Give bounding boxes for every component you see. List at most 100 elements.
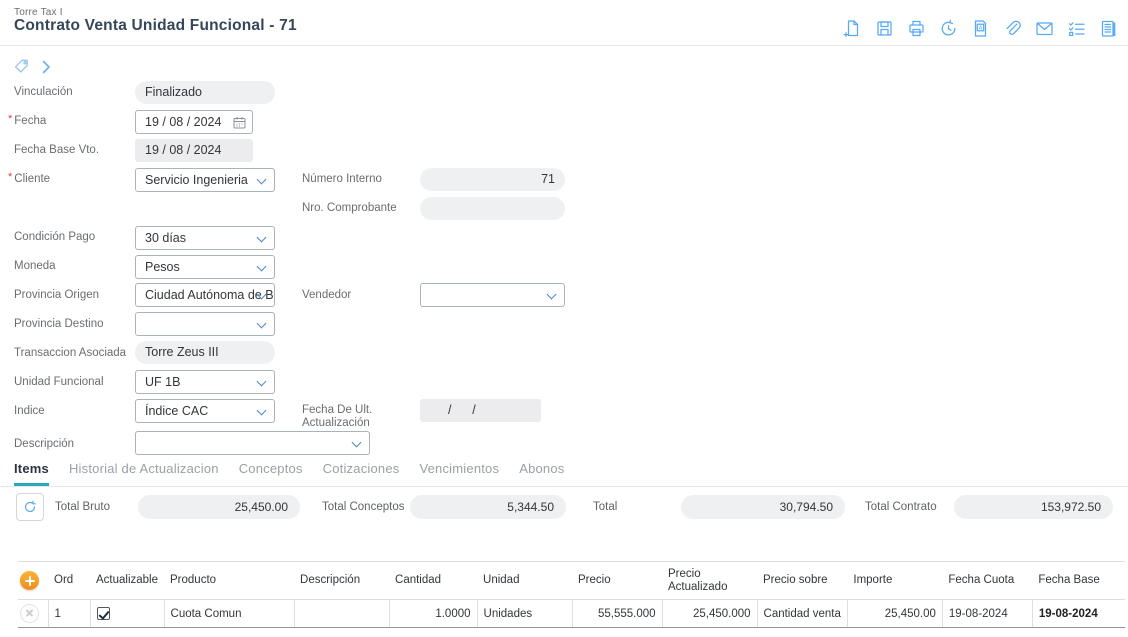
total-conceptos-value: 5,344.50 [410, 495, 566, 519]
unidad-funcional-value: UF 1B [145, 375, 181, 389]
items-table: Ord Actualizable Producto Descripción Ca… [18, 561, 1126, 628]
chevron-down-icon [256, 261, 267, 272]
col-header-fecha-base: Fecha Base [1032, 561, 1126, 600]
svg-text:A: A [979, 25, 983, 31]
page-title: Contrato Venta Unidad Funcional - 71 [14, 17, 297, 34]
col-header-producto: Producto [164, 561, 295, 600]
fecha-base-vto-value: 19 / 08 / 2024 [135, 139, 253, 162]
tab-cotizaciones[interactable]: Cotizaciones [322, 461, 400, 476]
fecha-ult-actualizacion-value: / / [420, 399, 541, 422]
field-label-unidad-funcional: Unidad Funcional [14, 376, 104, 388]
email-icon[interactable] [1035, 19, 1054, 38]
numero-interno-value: 71 [420, 168, 565, 191]
field-label-condicion-pago: Condición Pago [14, 231, 96, 243]
header-toolbar: A [843, 19, 1128, 38]
journal-icon[interactable] [1099, 19, 1118, 38]
col-header-importe: Importe [847, 561, 943, 600]
field-label-vendedor: Vendedor [302, 289, 352, 301]
total-bruto-label: Total Bruto [55, 501, 110, 513]
unidad-funcional-select[interactable]: UF 1B [135, 370, 275, 394]
total-conceptos-label: Total Conceptos [322, 501, 405, 513]
print-icon[interactable] [907, 19, 926, 38]
actualizable-checkbox-checked[interactable] [96, 607, 110, 620]
field-label-fecha: * Fecha [8, 113, 47, 128]
vinculacion-value: Finalizado [135, 81, 275, 104]
provincia-origen-value: Ciudad Autónoma de Bu [145, 288, 275, 302]
field-label-cliente-text: Cliente [14, 173, 51, 185]
chevron-down-icon [256, 232, 267, 243]
col-header-actualizable: Actualizable [90, 561, 165, 600]
checklist-icon[interactable] [1067, 19, 1086, 38]
tag-icon[interactable] [14, 59, 32, 74]
condicion-pago-value: 30 días [145, 231, 187, 245]
chevron-down-icon [256, 318, 267, 329]
cell-fecha-base: 19-08-2024 [1031, 599, 1126, 628]
field-label-fecha-base-vto: Fecha Base Vto. [14, 144, 100, 156]
cell-unidad: Unidades [476, 599, 573, 628]
cliente-select[interactable]: Servicio Ingenieria [135, 168, 275, 192]
total-label: Total [593, 501, 618, 513]
calendar-icon[interactable] [233, 116, 246, 129]
history-icon[interactable] [939, 19, 958, 38]
field-label-vinculacion: Vinculación [14, 86, 73, 98]
field-label-descripcion: Descripción [14, 438, 75, 450]
field-label-indice: Indice [14, 405, 45, 417]
app-subtitle: Torre Tax I [14, 7, 63, 18]
delete-row-button[interactable] [20, 604, 39, 623]
items-table-header-row: Ord Actualizable Producto Descripción Ca… [18, 561, 1126, 600]
total-contrato-label: Total Contrato [865, 501, 937, 513]
add-row-button[interactable] [20, 571, 39, 590]
indice-value: Índice CAC [145, 404, 209, 418]
tab-vencimientos[interactable]: Vencimientos [419, 461, 500, 476]
chevron-down-icon [351, 437, 362, 448]
save-icon[interactable] [875, 19, 894, 38]
descripcion-select[interactable] [135, 431, 370, 455]
new-document-icon[interactable] [843, 19, 862, 38]
cell-importe: 25,450.00 [846, 599, 943, 628]
col-header-unidad: Unidad [477, 561, 573, 600]
field-label-fecha-text: Fecha [14, 115, 47, 127]
cliente-value: Servicio Ingenieria [145, 173, 248, 187]
nro-comprobante-value [420, 197, 565, 220]
field-label-moneda: Moneda [14, 260, 56, 272]
report-icon[interactable]: A [971, 19, 990, 38]
tabs-divider [0, 486, 1128, 487]
col-header-cantidad: Cantidad [389, 561, 478, 600]
tab-conceptos[interactable]: Conceptos [238, 461, 303, 476]
cell-precio: 55,555.000 [571, 599, 663, 628]
field-label-provincia-origen: Provincia Origen [14, 289, 100, 301]
indice-select[interactable]: Índice CAC [135, 399, 275, 423]
expand-chevron-icon[interactable] [42, 60, 51, 74]
col-header-precio: Precio [572, 561, 663, 600]
cell-precio-actualizado: 25,450.000 [661, 599, 758, 628]
col-header-fecha-cuota: Fecha Cuota [942, 561, 1033, 600]
moneda-select[interactable]: Pesos [135, 255, 275, 279]
cell-producto: Cuota Comun [163, 599, 295, 628]
chevron-down-icon [256, 405, 267, 416]
vendedor-select[interactable] [420, 283, 565, 307]
field-label-fecha-ult-actualizacion: Fecha De Ult. Actualización [302, 404, 373, 429]
col-header-ord: Ord [48, 561, 90, 600]
attachment-icon[interactable] [1003, 19, 1022, 38]
field-label-cliente: * Cliente [8, 171, 51, 186]
provincia-origen-select[interactable]: Ciudad Autónoma de Bu [135, 283, 275, 307]
required-marker: * [8, 171, 13, 183]
condicion-pago-select[interactable]: 30 días [135, 226, 275, 250]
provincia-destino-select[interactable] [135, 312, 275, 336]
header-divider [0, 45, 1128, 46]
col-header-precio-sobre: Precio sobre [757, 561, 848, 600]
field-label-numero-interno: Número Interno [302, 173, 382, 185]
transaccion-asociada-value: Torre Zeus III [135, 341, 275, 364]
total-value: 30,794.50 [681, 495, 845, 519]
tab-items[interactable]: Items [14, 461, 49, 486]
chevron-down-icon [256, 174, 267, 185]
table-row: 1 Cuota Comun 1.0000 Unidades 55,555.000… [18, 599, 1126, 628]
fecha-date-input[interactable]: 19 / 08 / 2024 [135, 110, 253, 134]
total-bruto-value: 25,450.00 [138, 495, 300, 519]
field-label-nro-comprobante: Nro. Comprobante [302, 202, 397, 214]
tab-historial-de-actualizacion[interactable]: Historial de Actualizacion [68, 461, 219, 476]
tab-abonos[interactable]: Abonos [519, 461, 565, 476]
refresh-totals-button[interactable] [16, 493, 44, 521]
moneda-value: Pesos [145, 260, 180, 274]
chevron-down-icon [546, 289, 557, 300]
